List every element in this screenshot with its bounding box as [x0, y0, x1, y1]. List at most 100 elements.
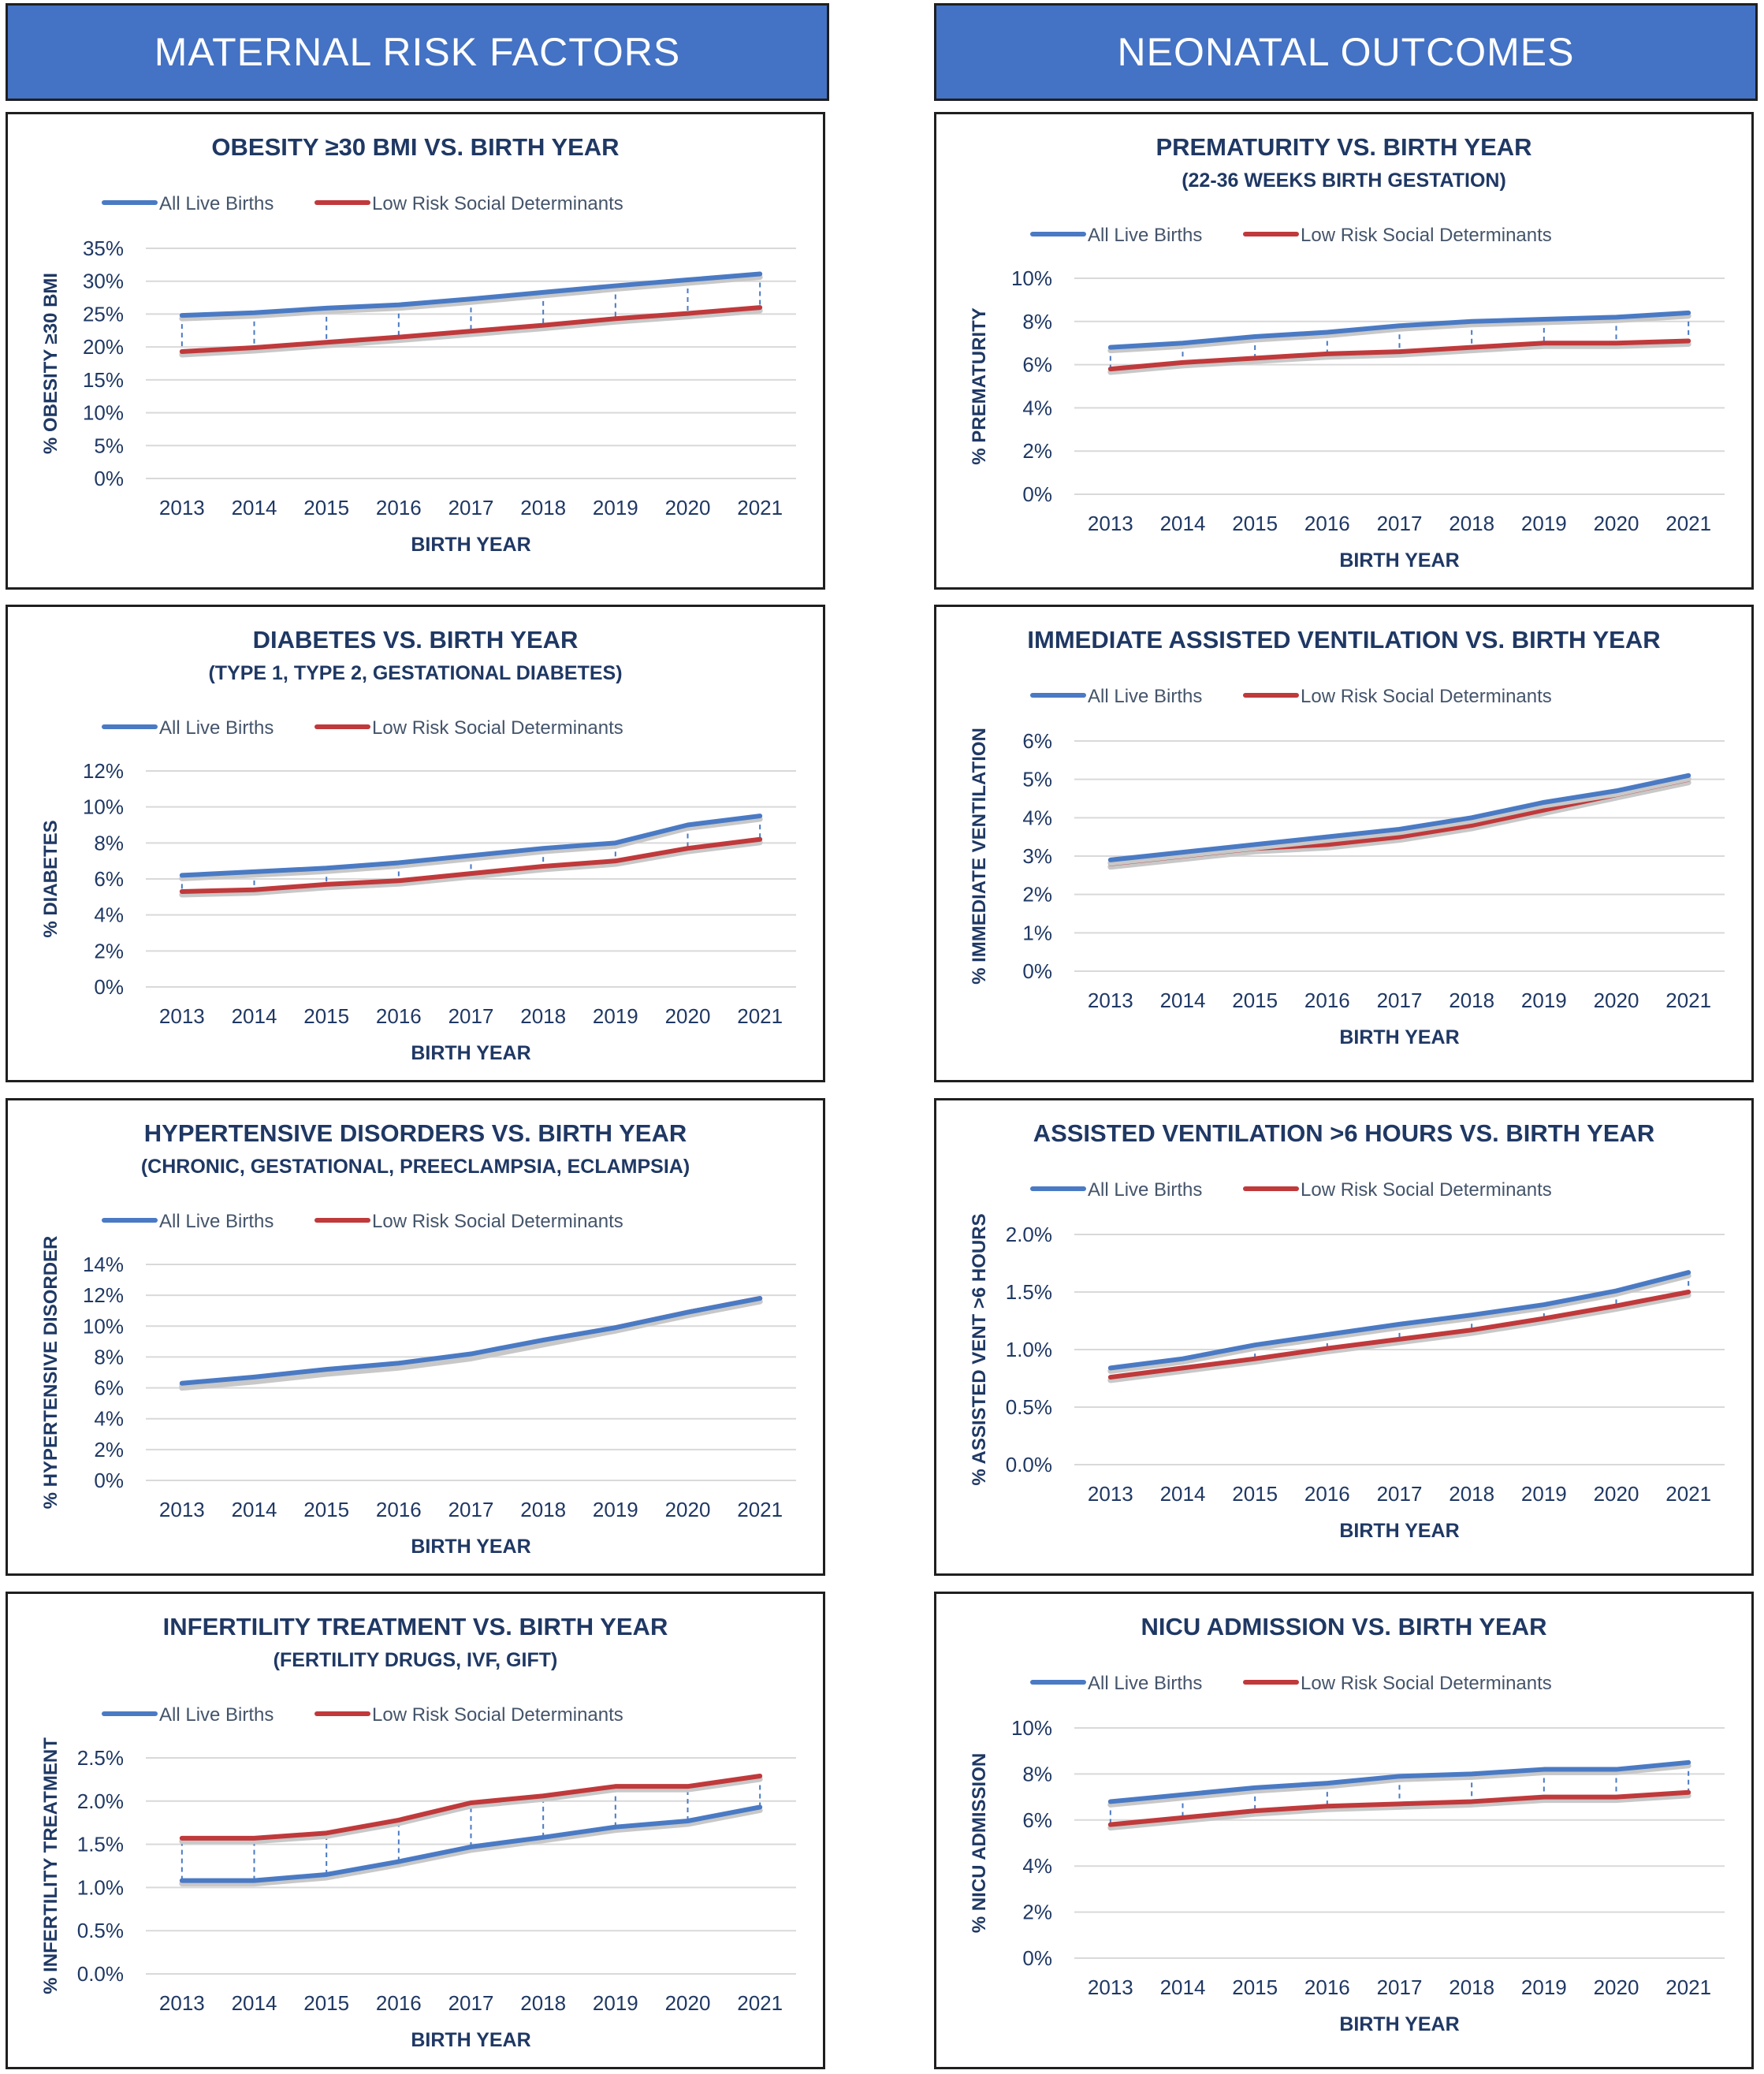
y-tick-label: 0.5% — [77, 1919, 124, 1942]
x-tick-label: 2021 — [1665, 1975, 1711, 1999]
series-line-all-live-births — [1107, 1759, 1691, 1804]
x-tick-label: 2021 — [1665, 512, 1711, 535]
y-tick-label: 6% — [1022, 729, 1052, 753]
y-tick-label: 6% — [1022, 1808, 1052, 1832]
legend-label-all-live-births: All Live Births — [1088, 1179, 1202, 1201]
x-tick-label: 2013 — [159, 496, 205, 519]
x-axis-label: BIRTH YEAR — [411, 534, 530, 556]
y-tick-label: 12% — [83, 1283, 124, 1307]
legend-label-low-risk: Low Risk Social Determinants — [1301, 225, 1552, 246]
y-tick-label: 4% — [1022, 1854, 1052, 1878]
y-tick-label: 4% — [1022, 396, 1052, 419]
x-tick-label: 2016 — [376, 496, 422, 519]
x-tick-label: 2013 — [1088, 1975, 1133, 1999]
y-tick-label: 6% — [94, 867, 124, 891]
x-tick-label: 2019 — [593, 1498, 638, 1521]
x-tick-label: 2017 — [448, 1498, 494, 1521]
x-tick-label: 2018 — [520, 496, 566, 519]
y-tick-label: 0.0% — [77, 1962, 124, 1986]
x-tick-label: 2015 — [1232, 512, 1278, 535]
chart-title: INFERTILITY TREATMENT VS. BIRTH YEAR — [163, 1613, 668, 1640]
y-tick-label: 1.0% — [77, 1875, 124, 1899]
y-tick-label: 0.5% — [1006, 1395, 1052, 1419]
x-axis-label: BIRTH YEAR — [411, 1536, 530, 1558]
series-shadow — [179, 1807, 763, 1887]
x-axis-label: BIRTH YEAR — [411, 2029, 530, 2051]
header-neonatal-outcomes: NEONATAL OUTCOMES — [934, 3, 1758, 101]
chart-panel-prematurity: PREMATURITY VS. BIRTH YEAR (22-36 WEEKS B… — [934, 112, 1754, 590]
y-tick-label: 25% — [83, 302, 124, 326]
y-tick-label: 8% — [94, 1345, 124, 1368]
y-tick-label: 8% — [1022, 1762, 1052, 1785]
chart-svg-hypertensive: HYPERTENSIVE DISORDERS VS. BIRTH YEAR (CH… — [40, 1119, 796, 1558]
legend-label-all-live-births: All Live Births — [1088, 686, 1202, 707]
x-tick-label: 2020 — [665, 1498, 711, 1521]
y-tick-label: 3% — [1022, 844, 1052, 868]
series-line-low-risk — [1107, 1290, 1691, 1380]
chart-panel-hypertensive: HYPERTENSIVE DISORDERS VS. BIRTH YEAR (CH… — [6, 1098, 825, 1576]
chart-svg-infertility: INFERTILITY TREATMENT VS. BIRTH YEAR (FER… — [40, 1613, 796, 2051]
series-line-all-live-births — [1107, 310, 1691, 350]
legend-label-all-live-births: All Live Births — [159, 717, 274, 739]
y-tick-label: 12% — [83, 759, 124, 783]
x-tick-label: 2017 — [1377, 1482, 1423, 1506]
y-tick-label: 6% — [1022, 353, 1052, 377]
x-tick-label: 2014 — [1160, 1975, 1206, 1999]
x-tick-label: 2020 — [665, 1991, 711, 2015]
series-shadow — [1107, 1793, 1691, 1831]
y-tick-label: 1.5% — [1006, 1280, 1052, 1304]
series-shadow — [179, 816, 763, 881]
x-tick-label: 2017 — [1377, 1975, 1423, 1999]
y-tick-label: 1.0% — [1006, 1338, 1052, 1361]
legend-label-all-live-births: All Live Births — [1088, 225, 1202, 246]
y-tick-label: 2% — [1022, 439, 1052, 463]
x-tick-label: 2021 — [737, 1991, 783, 2015]
y-tick-label: 6% — [94, 1376, 124, 1400]
x-tick-label: 2017 — [448, 1991, 494, 2015]
series-line-low-risk — [179, 1296, 763, 1387]
series-line-low-risk — [1107, 1789, 1691, 1827]
series-shadow — [179, 1298, 763, 1390]
y-tick-label: 2% — [1022, 883, 1052, 907]
x-tick-label: 2021 — [1665, 989, 1711, 1012]
x-tick-label: 2021 — [737, 1498, 783, 1521]
series-line-all-live-births — [1107, 1270, 1691, 1371]
chart-subtitle: (22-36 WEEKS BIRTH GESTATION) — [1182, 169, 1506, 192]
y-tick-label: 2% — [1022, 1901, 1052, 1924]
x-tick-label: 2018 — [1449, 512, 1494, 535]
y-tick-label: 35% — [83, 236, 124, 260]
series-line-all-live-births — [179, 814, 763, 878]
series-shadow — [179, 307, 763, 358]
chart-panel-infertility: INFERTILITY TREATMENT VS. BIRTH YEAR (FER… — [6, 1592, 825, 2069]
y-axis-label: % NICU ADMISSION — [969, 1753, 990, 1933]
x-tick-label: 2016 — [376, 1498, 422, 1521]
legend-label-all-live-births: All Live Births — [159, 1704, 274, 1726]
x-axis-label: BIRTH YEAR — [1339, 1026, 1459, 1048]
x-tick-label: 2015 — [1232, 1975, 1278, 1999]
series-shadow — [1107, 776, 1691, 866]
chart-title: PREMATURITY VS. BIRTH YEAR — [1156, 133, 1531, 161]
series-line-low-risk — [179, 305, 763, 354]
y-tick-label: 10% — [83, 1314, 124, 1338]
y-tick-label: 10% — [1011, 1716, 1052, 1740]
y-axis-label: % HYPERTENSIVE DISORDER — [40, 1236, 61, 1510]
x-tick-label: 2021 — [737, 1004, 783, 1028]
x-tick-label: 2013 — [159, 1991, 205, 2015]
chart-svg-ventilation_6h: ASSISTED VENTILATION >6 HOURS VS. BIRTH … — [969, 1119, 1725, 1542]
x-tick-label: 2021 — [737, 496, 783, 519]
x-tick-label: 2016 — [1304, 512, 1350, 535]
x-tick-label: 2015 — [303, 1004, 349, 1028]
y-tick-label: 10% — [83, 401, 124, 425]
x-tick-label: 2014 — [232, 1498, 277, 1521]
series-shadow — [1107, 780, 1691, 870]
x-tick-label: 2018 — [1449, 1482, 1494, 1506]
chart-title: OBESITY ≥30 BMI VS. BIRTH YEAR — [211, 133, 619, 161]
x-tick-label: 2015 — [303, 1991, 349, 2015]
x-tick-label: 2014 — [1160, 1482, 1206, 1506]
y-tick-label: 4% — [94, 903, 124, 927]
series-line-all-live-births — [179, 1804, 763, 1883]
x-tick-label: 2020 — [1594, 512, 1639, 535]
series-shadow — [179, 274, 763, 322]
y-tick-label: 2% — [94, 939, 124, 963]
legend-label-all-live-births: All Live Births — [159, 1211, 274, 1232]
